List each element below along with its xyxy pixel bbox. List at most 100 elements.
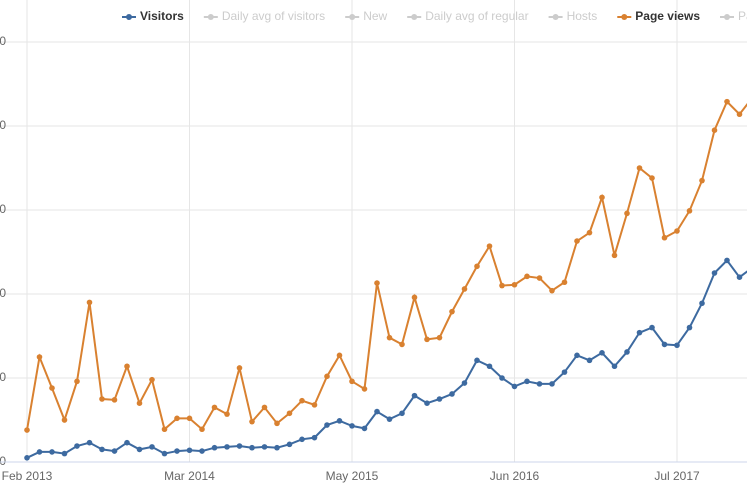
point — [324, 373, 330, 380]
point — [711, 127, 718, 133]
point — [336, 352, 343, 359]
point — [724, 257, 730, 264]
point — [574, 352, 580, 359]
point — [536, 381, 543, 387]
legend-text: Hosts — [567, 9, 598, 23]
point — [424, 336, 430, 343]
point — [686, 208, 693, 214]
legend-item[interactable]: Hosts — [548, 9, 598, 23]
legend-marker — [552, 14, 559, 20]
point — [49, 449, 55, 455]
point — [561, 279, 568, 286]
point — [499, 282, 505, 289]
point — [99, 396, 105, 402]
point — [249, 418, 255, 425]
point — [86, 299, 93, 306]
point — [599, 350, 605, 356]
point — [161, 450, 168, 457]
point — [186, 447, 193, 454]
point — [274, 420, 280, 427]
point — [461, 286, 468, 292]
point — [511, 383, 518, 390]
point — [711, 270, 718, 276]
legend-item[interactable]: Daily avg of regular — [407, 9, 529, 23]
point — [399, 410, 405, 417]
point — [274, 444, 280, 451]
point — [111, 448, 118, 454]
point — [374, 408, 380, 415]
point — [261, 444, 268, 450]
point — [261, 404, 268, 411]
point — [736, 111, 743, 118]
y-tick-label: 100 — [0, 370, 6, 384]
legend-text: New — [363, 9, 387, 23]
legend-marker — [724, 14, 730, 20]
point — [136, 400, 143, 407]
point — [99, 446, 105, 453]
legend-item[interactable]: Page views — [617, 9, 700, 23]
legend-marker — [349, 14, 356, 20]
point — [649, 324, 655, 331]
y-tick-label: 200 — [0, 286, 6, 300]
legend-item[interactable]: Page views dept — [720, 9, 747, 23]
point — [211, 404, 218, 411]
point — [124, 363, 130, 370]
point — [524, 378, 530, 385]
legend-item[interactable]: Daily avg of visitors — [203, 9, 325, 23]
point — [586, 357, 593, 364]
point — [74, 378, 80, 385]
point — [486, 243, 493, 249]
point — [86, 439, 93, 446]
point — [649, 175, 655, 181]
point — [736, 274, 743, 281]
point — [674, 228, 680, 234]
point — [461, 380, 468, 386]
legend-item[interactable]: Visitors — [122, 9, 184, 23]
legend-text: Visitors — [140, 9, 184, 23]
point — [449, 391, 455, 397]
point — [624, 349, 630, 355]
y-tick-label: 300 — [0, 202, 6, 216]
point — [474, 357, 480, 364]
point — [211, 444, 218, 451]
point — [24, 455, 30, 461]
point — [236, 365, 243, 371]
point — [411, 294, 418, 301]
point — [636, 165, 643, 171]
legend-item[interactable]: New — [345, 9, 388, 23]
point — [111, 397, 118, 403]
point — [536, 275, 543, 281]
point — [61, 417, 68, 423]
point — [549, 381, 555, 387]
point — [724, 98, 730, 105]
point — [436, 334, 443, 341]
x-tick-label: Mar 2014 — [164, 469, 215, 483]
y-tick-label: 500 — [0, 34, 6, 48]
point — [349, 423, 355, 429]
legend-text: Daily avg of regular — [425, 9, 528, 23]
point — [424, 400, 430, 407]
series-line — [26, 99, 747, 432]
legend-marker — [126, 14, 132, 20]
point — [324, 422, 330, 428]
point — [524, 273, 530, 280]
point — [186, 415, 193, 422]
point — [386, 334, 393, 341]
point — [624, 210, 630, 217]
point — [361, 386, 368, 392]
point — [486, 363, 493, 370]
point — [499, 375, 505, 381]
point — [311, 402, 318, 408]
point — [136, 446, 143, 453]
point — [411, 392, 418, 399]
point — [286, 410, 293, 417]
series-line — [26, 258, 747, 459]
point — [74, 443, 80, 449]
point — [36, 449, 43, 455]
point — [474, 263, 480, 270]
point — [436, 396, 443, 402]
x-tick-label: Feb 2013 — [2, 469, 53, 483]
point — [199, 448, 205, 454]
point — [599, 194, 605, 201]
x-tick-label: Jun 2016 — [490, 469, 540, 483]
